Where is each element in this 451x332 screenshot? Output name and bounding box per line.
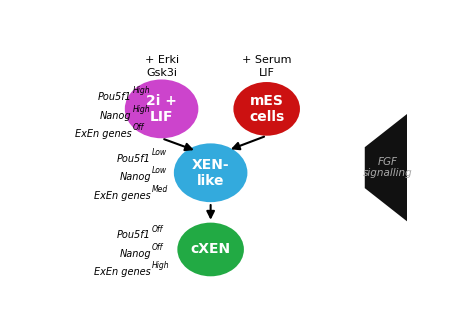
Text: Low: Low	[152, 148, 167, 157]
Ellipse shape	[174, 143, 247, 202]
Ellipse shape	[233, 82, 299, 136]
Text: High: High	[152, 261, 170, 270]
Text: Off: Off	[133, 123, 144, 132]
Text: Pou5f1: Pou5f1	[98, 92, 132, 102]
Text: XEN-
like: XEN- like	[191, 158, 229, 188]
Polygon shape	[364, 112, 410, 224]
Text: 2i +
LIF: 2i + LIF	[146, 94, 177, 124]
Text: Off: Off	[152, 243, 163, 252]
Text: Med: Med	[152, 185, 168, 194]
Text: Nanog: Nanog	[119, 172, 151, 182]
Text: Low: Low	[152, 166, 167, 175]
Ellipse shape	[177, 223, 244, 276]
Text: ExEn genes: ExEn genes	[75, 129, 132, 139]
Text: Nanog: Nanog	[100, 111, 132, 121]
Text: mES
cells: mES cells	[249, 94, 284, 124]
Text: Off: Off	[152, 224, 163, 233]
Text: High: High	[133, 105, 150, 114]
Text: High: High	[133, 86, 150, 96]
Text: FGF
signalling: FGF signalling	[362, 157, 411, 179]
Text: Pou5f1: Pou5f1	[117, 230, 151, 240]
Text: + Serum
LIF: + Serum LIF	[241, 55, 291, 78]
Ellipse shape	[124, 79, 198, 138]
Text: cXEN: cXEN	[190, 242, 230, 256]
Text: ExEn genes: ExEn genes	[94, 191, 151, 201]
Text: + Erki
Gsk3i: + Erki Gsk3i	[144, 55, 178, 78]
Text: Pou5f1: Pou5f1	[117, 154, 151, 164]
Text: Nanog: Nanog	[119, 249, 151, 259]
Text: ExEn genes: ExEn genes	[94, 267, 151, 277]
